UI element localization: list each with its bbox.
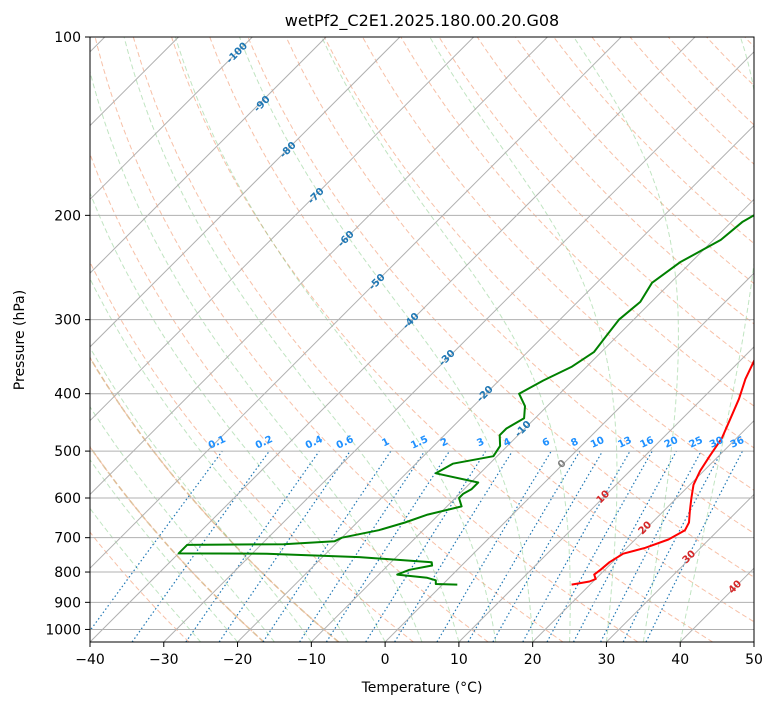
x-tick-label: −10 <box>297 652 327 668</box>
temperature-line <box>571 358 754 586</box>
isotherm-line <box>163 51 754 642</box>
moist-adiabat <box>321 37 571 642</box>
y-tick-label: 700 <box>54 531 81 547</box>
chart-title: wetPf2_C2E1.2025.180.00.20.G08 <box>285 11 559 31</box>
dry-adiabat <box>323 37 754 491</box>
dry-adiabat <box>400 37 754 407</box>
moist-adiabat <box>174 37 497 642</box>
isotherm-line <box>90 37 622 569</box>
moist-adiabat <box>429 37 618 642</box>
dry-adiabat <box>285 37 754 534</box>
isotherm-line <box>310 198 754 642</box>
dewpoint-line <box>177 214 754 586</box>
mixing-ratio-label: 25 <box>687 435 704 451</box>
isotherm-line <box>90 37 548 496</box>
dry-adiabat <box>90 531 190 642</box>
moist-adiabat <box>90 405 275 642</box>
y-tick-label: 900 <box>54 595 81 611</box>
mixing-ratio-label: 4 <box>502 436 513 449</box>
mixing-ratio-line <box>299 450 426 642</box>
isotherm-line <box>532 419 754 642</box>
y-tick-label: 400 <box>54 387 81 403</box>
isotherm-line <box>384 272 754 642</box>
isotherm-line <box>90 37 475 422</box>
y-tick-label: 200 <box>54 208 81 224</box>
isotherm-line <box>90 37 253 201</box>
y-axis-title: Pressure (hPa) <box>12 290 28 390</box>
dry-adiabat <box>90 356 340 642</box>
y-tick-label: 600 <box>54 491 81 507</box>
moist-adiabat <box>679 37 754 642</box>
x-tick-label: 30 <box>598 652 616 668</box>
moist-adiabat <box>90 191 386 642</box>
isotherm-line <box>458 346 754 642</box>
moist-adiabat <box>123 37 460 642</box>
mixing-ratio-line <box>572 450 677 642</box>
moist-adiabat <box>90 277 349 642</box>
y-tick-label: 100 <box>54 30 81 46</box>
mixing-ratio-label: 16 <box>638 435 655 451</box>
mixing-ratio-line <box>90 450 223 632</box>
moist-adiabat <box>239 37 534 642</box>
mixing-ratio-line <box>262 450 392 642</box>
dry-adiabat <box>247 37 754 578</box>
mixing-ratio-label: 36 <box>729 435 746 451</box>
mixing-ratio-label: 6 <box>541 436 552 449</box>
x-tick-label: 40 <box>671 652 689 668</box>
x-tick-label: 10 <box>450 652 468 668</box>
mixing-ratio-label: 20 <box>663 435 680 451</box>
mixing-ratio-line <box>131 450 270 642</box>
axes: −40 −30 −20 −10 0 10 20 30 40 50 100 200 300 400 500 60… <box>45 30 763 668</box>
x-tick-label: −40 <box>75 652 105 668</box>
mixing-ratio-line <box>394 450 513 642</box>
dry-adiabat <box>438 37 754 366</box>
mixing-ratio-label: 3 <box>475 436 486 449</box>
isotherm-line <box>90 37 327 274</box>
x-tick-label: −20 <box>223 652 253 668</box>
y-tick-label: 300 <box>54 313 81 329</box>
y-tick-label: 1000 <box>45 622 81 638</box>
mixing-ratio-label: 1 <box>380 436 391 449</box>
mixing-ratio-line <box>185 450 320 642</box>
mixing-ratio-label: 10 <box>589 435 606 451</box>
moist-adiabat <box>90 458 238 642</box>
mixing-ratio-line <box>522 450 631 642</box>
mixing-ratio-line <box>546 450 653 642</box>
isotherm-line <box>90 37 696 642</box>
x-tick-label: 20 <box>524 652 542 668</box>
mixing-ratio-label: 13 <box>616 435 633 451</box>
mixing-ratio-label: 30 <box>708 435 725 451</box>
plot-frame <box>89 36 755 643</box>
mixing-ratio-label: 2 <box>439 436 450 449</box>
x-tick-label: −30 <box>149 652 179 668</box>
mixing-ratio-line <box>325 450 450 642</box>
dry-adiabat <box>553 37 754 245</box>
dry-adiabat <box>171 37 713 642</box>
y-tick-label: 800 <box>54 565 81 581</box>
dry-adiabat <box>629 37 754 165</box>
mixing-ratio-line <box>645 450 744 642</box>
dry-adiabat <box>362 37 754 449</box>
dry-adiabat <box>209 37 754 623</box>
isotherm-line <box>90 37 401 348</box>
x-axis-title: Temperature (°C) <box>361 680 483 696</box>
mixing-ratio-line <box>218 450 351 642</box>
x-tick-label: 50 <box>745 652 763 668</box>
x-tick-label: 0 <box>381 652 390 668</box>
dry-adiabat <box>132 37 639 642</box>
isotherm-line <box>237 124 754 642</box>
dry-adiabat <box>90 260 414 642</box>
plot-area: 0.1 0.2 0.4 0.6 1 1.5 2 3 4 6 8 10 13 16 20 25 30 36-100-… <box>90 37 754 642</box>
isotherm-line <box>606 493 754 642</box>
y-tick-label: 500 <box>54 444 81 460</box>
mixing-ratio-label: 8 <box>569 436 580 449</box>
moist-adiabat <box>573 37 679 642</box>
